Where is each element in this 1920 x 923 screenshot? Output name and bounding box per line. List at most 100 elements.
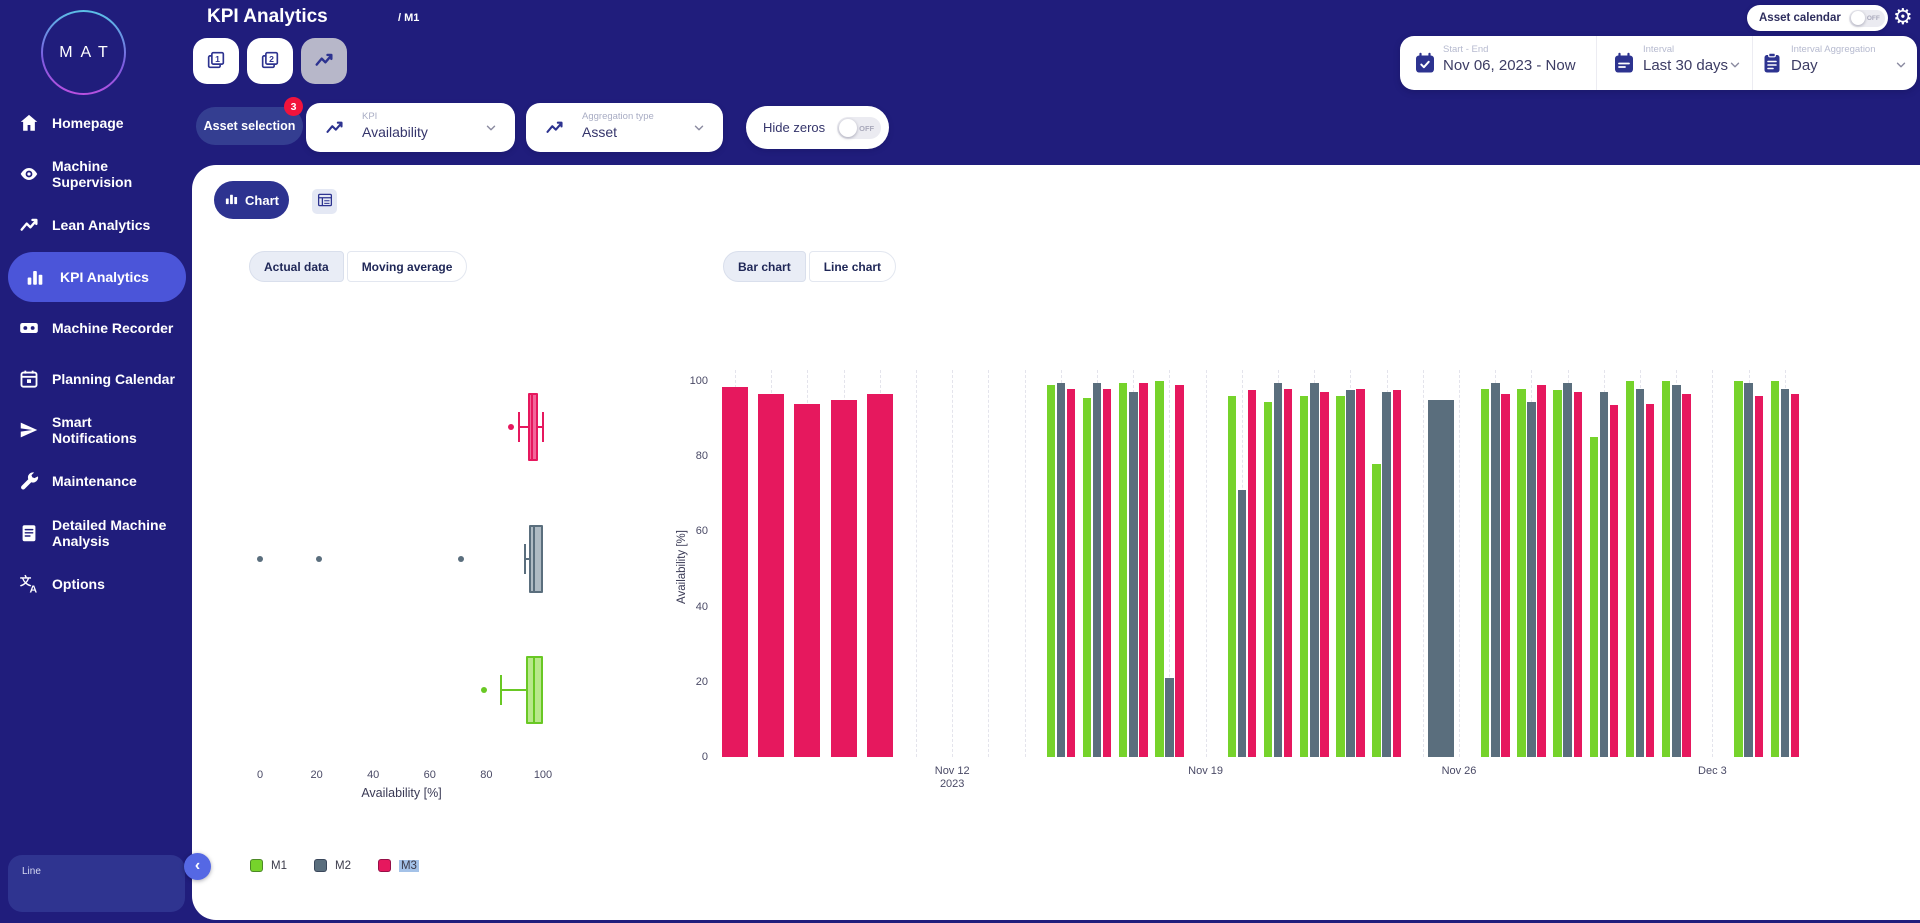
date-range-label: Start - End — [1443, 44, 1489, 55]
sidebar-collapse-button[interactable]: ‹ — [184, 853, 211, 880]
chevron-left-icon: ‹ — [194, 856, 201, 874]
svg-text:2: 2 — [269, 53, 274, 63]
bar-m3-nov-30 — [1609, 405, 1619, 757]
box-whisker — [538, 426, 543, 428]
sidebar-item-planning-calendar[interactable]: Planning Calendar — [0, 357, 192, 401]
bar-m3-nov-16 — [1102, 388, 1112, 757]
tab-table[interactable] — [312, 189, 337, 214]
sidebar: MAT Homepage Machine Supervision Lean Anal… — [0, 0, 192, 923]
view-toggle-trend[interactable] — [301, 38, 347, 84]
sidebar-item-machine-recorder[interactable]: Machine Recorder — [0, 306, 192, 350]
legend-swatch — [250, 859, 263, 872]
bar-m1-nov-28 — [1517, 388, 1526, 757]
aggregation-type-label: Aggregation type — [582, 111, 654, 122]
legend-item-m3[interactable]: M3 — [377, 859, 419, 872]
data-mode-moving-average[interactable]: Moving average — [346, 251, 468, 282]
sidebar-item-smart-notifications[interactable]: Smart Notifications — [0, 408, 192, 452]
legend-swatch — [377, 859, 391, 872]
bar-m2-nov-24 — [1382, 392, 1391, 757]
chart-type-bar-chart[interactable]: Bar chart — [723, 251, 806, 282]
view-toggle-compare[interactable]: 2 — [247, 38, 293, 84]
chevron-down-icon — [484, 121, 498, 135]
sidebar-item-maintenance[interactable]: Maintenance — [0, 459, 192, 503]
x-tick-label: 20 — [310, 769, 323, 781]
asset-selection-button[interactable]: Asset selection — [196, 107, 303, 145]
x-tick-label: 0 — [256, 769, 264, 781]
tab-chart[interactable]: Chart — [214, 181, 289, 219]
sidebar-item-lean-analytics[interactable]: Lean Analytics — [0, 203, 192, 247]
sidebar-item-options[interactable]: 文 A Options — [0, 562, 192, 606]
outlier-dot — [257, 556, 263, 562]
sidebar-item-label: Maintenance — [52, 472, 137, 489]
y-tick-label: 40 — [695, 600, 708, 613]
box-whisker — [500, 689, 527, 691]
sidebar-item-kpi-analytics[interactable]: KPI Analytics — [8, 252, 186, 302]
aggregation-type-dropdown[interactable]: Aggregation type Asset — [526, 103, 723, 152]
bar-m2-nov-17 — [1129, 392, 1138, 757]
bar-m1-dec-5 — [1770, 381, 1779, 757]
gridline — [1205, 370, 1207, 757]
legend-label: M2 — [334, 859, 351, 872]
bar-m1-nov-27 — [1480, 388, 1490, 757]
sidebar-item-label: Machine Recorder — [52, 319, 174, 336]
sidebar-bottom-card: Line — [8, 855, 185, 912]
send-icon — [18, 419, 40, 441]
bar-m3-nov-23 — [1356, 388, 1365, 757]
sidebar-item-label: Machine Supervision — [52, 157, 133, 191]
bar-m2-nov-21 — [1273, 382, 1283, 757]
bar-m3-nov-8 — [794, 403, 821, 757]
interval-value[interactable]: Last 30 days — [1643, 57, 1729, 74]
bar-m2-nov-23 — [1346, 390, 1355, 757]
bar-m3-dec-4 — [1754, 396, 1763, 757]
x-tick-label: 40 — [367, 769, 380, 781]
interval-aggregation-value[interactable]: Day — [1791, 57, 1818, 74]
data-mode-segmented: Actual data Moving average — [249, 251, 468, 282]
bar-m2-nov-15 — [1056, 382, 1066, 757]
gridline — [916, 370, 917, 757]
bar-m3-nov-24 — [1392, 390, 1401, 757]
page-title: KPI Analytics — [207, 6, 328, 27]
data-mode-actual-data[interactable]: Actual data — [249, 251, 344, 282]
bar-m3-dec-5 — [1790, 394, 1800, 757]
x-tick-label: Nov 26 — [1441, 765, 1477, 777]
toggle-knob — [1850, 11, 1865, 25]
legend-item-m2[interactable]: M2 — [313, 859, 351, 872]
legend-label: M1 — [271, 859, 287, 872]
bar-chart-icon — [24, 266, 46, 288]
kpi-dropdown[interactable]: KPI Availability — [306, 103, 515, 152]
bottom-card-label: Line — [22, 866, 41, 877]
sidebar-item-machine-supervision[interactable]: Machine Supervision — [0, 152, 192, 196]
legend-item-m1[interactable]: M1 — [250, 859, 287, 872]
asset-calendar-label: Asset calendar — [1759, 12, 1841, 24]
kpi-dropdown-value: Availability — [362, 124, 428, 140]
y-tick-label: 100 — [689, 375, 708, 387]
document-icon — [18, 522, 40, 544]
sidebar-item-detailed-machine-analysis[interactable]: Detailed Machine Analysis — [0, 511, 192, 555]
chart-type-line-chart[interactable]: Line chart — [808, 251, 897, 282]
box-median — [531, 395, 534, 459]
bar-m1-nov-20 — [1227, 396, 1236, 757]
x-tick-label: 80 — [480, 769, 493, 781]
bar-m3-dec-1 — [1645, 403, 1655, 757]
hide-zeros-toggle[interactable]: OFF — [837, 116, 882, 139]
y-tick-label: 20 — [695, 675, 708, 688]
sidebar-item-homepage[interactable]: Homepage — [0, 101, 192, 145]
kpi-dropdown-label: KPI — [362, 111, 378, 122]
view-toggle-single[interactable]: 1 — [193, 38, 239, 84]
layers-one-icon: 1 — [205, 49, 227, 74]
box-median — [532, 527, 536, 591]
wrench-icon — [18, 470, 40, 492]
bar-m3-nov-10 — [866, 394, 893, 757]
box-whisker-cap — [517, 412, 520, 442]
asset-calendar-toggle[interactable]: OFF — [1848, 9, 1885, 27]
date-range-value[interactable]: Nov 06, 2023 - Now — [1443, 57, 1576, 74]
x-tick-sublabel: 2023 — [939, 778, 965, 790]
outlier-dot — [316, 556, 323, 562]
calendar-icon — [18, 368, 40, 390]
bar-m1-nov-22 — [1299, 396, 1309, 757]
legend-swatch — [313, 859, 327, 872]
gear-icon[interactable]: ⚙ — [1893, 4, 1913, 29]
bar-m1-nov-23 — [1336, 396, 1345, 757]
bar-m3-nov-6 — [722, 386, 748, 757]
asset-calendar-control: Asset calendar OFF — [1747, 5, 1888, 31]
